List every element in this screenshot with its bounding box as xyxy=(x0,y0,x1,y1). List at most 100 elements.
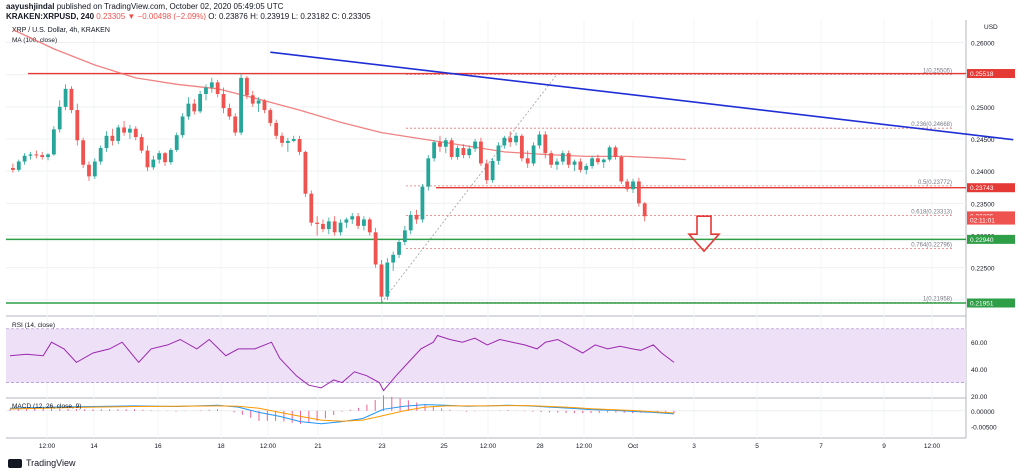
candle-body xyxy=(28,154,33,156)
candle-body xyxy=(104,135,109,149)
candle-body xyxy=(221,93,226,109)
candle-body xyxy=(321,223,325,230)
chart-title: XRP / U.S. Dollar, 4h, KRAKEN xyxy=(12,27,110,34)
candle-body xyxy=(198,93,203,112)
candle-body xyxy=(274,122,279,136)
time-tick-label: 12:00 xyxy=(39,443,56,450)
macd-tick-label: -0.00500 xyxy=(971,424,997,431)
fib-level-label: 0.5(0.23772) xyxy=(918,180,952,186)
rsi-tick-label: 60.00 xyxy=(971,340,988,347)
candle-body xyxy=(303,151,308,194)
candle-body xyxy=(145,150,150,168)
candle-body xyxy=(560,153,565,162)
candle-body xyxy=(268,110,273,123)
down-arrow-icon xyxy=(687,215,721,253)
candle-body xyxy=(204,87,208,94)
candle-body xyxy=(209,82,214,88)
candle-body xyxy=(508,137,513,143)
candle-body xyxy=(16,161,21,170)
candle-body xyxy=(613,147,618,158)
candle-body xyxy=(531,145,536,164)
candle-body xyxy=(625,181,630,190)
candle-body xyxy=(245,77,249,96)
candle-body xyxy=(642,203,647,217)
fib-level-label: 0.618(0.23313) xyxy=(911,209,952,215)
time-tick-label: 12:00 xyxy=(576,443,593,450)
symbol-line: KRAKEN:XRPUSD, 240 xyxy=(6,12,95,21)
candle-body xyxy=(584,166,589,170)
candle-body xyxy=(116,127,121,141)
price-axis-badge xyxy=(967,298,1015,308)
candle-body xyxy=(449,140,454,158)
rsi-band xyxy=(6,328,966,383)
candle-body xyxy=(549,153,554,165)
candle-body xyxy=(578,161,583,170)
candle-body xyxy=(163,153,167,163)
candle-body xyxy=(619,157,624,182)
price-tick-label: 0.24000 xyxy=(971,169,995,176)
candle-body xyxy=(525,158,530,164)
price-change: 0.23305 ▼ −0.00498 (−2.09%) xyxy=(96,12,207,21)
candle-body xyxy=(350,216,355,220)
candle-body xyxy=(128,128,132,133)
candle-body xyxy=(280,135,284,143)
candle-body xyxy=(11,167,15,170)
candle-body xyxy=(139,137,144,151)
candle-body xyxy=(566,153,571,165)
time-tick-label: 16 xyxy=(154,443,162,450)
time-tick-label: 12:00 xyxy=(480,443,497,450)
rsi-title: RSI (14, close) xyxy=(12,322,55,329)
candle-body xyxy=(92,161,97,177)
candle-body xyxy=(151,159,156,168)
chart-container: 0.260000.255000.250000.245000.240000.235… xyxy=(6,20,1018,454)
candles-group xyxy=(11,73,647,303)
time-tick-label: 28 xyxy=(536,443,544,450)
candle-body xyxy=(443,140,448,147)
candle-body xyxy=(40,155,45,158)
candle-body xyxy=(239,77,243,133)
candle-body xyxy=(285,140,290,143)
candle-body xyxy=(373,232,378,265)
candle-body xyxy=(46,154,50,158)
candle-body xyxy=(168,149,173,163)
candle-body xyxy=(57,106,62,130)
price-axis-badge-label: 0.21951 xyxy=(970,300,994,307)
candle-body xyxy=(262,100,267,111)
time-tick-label: 7 xyxy=(819,443,823,450)
candle-body xyxy=(484,163,489,181)
candle-body xyxy=(326,221,331,230)
chart-svg[interactable]: 0.260000.255000.250000.245000.240000.235… xyxy=(6,20,1018,454)
price-axis-badge-label: 0.23743 xyxy=(970,185,994,192)
candle-body xyxy=(420,186,425,220)
candle-body xyxy=(379,264,384,297)
sma-line xyxy=(12,29,686,161)
candle-body xyxy=(356,216,360,226)
time-tick-label: 3 xyxy=(692,443,696,450)
candle-body xyxy=(519,135,524,159)
ohlc-values: O: 0.23876 H: 0.23919 L: 0.23182 C: 0.23… xyxy=(208,12,371,21)
candle-body xyxy=(122,127,126,133)
candle-body xyxy=(572,161,577,165)
candle-body xyxy=(502,137,507,146)
candle-body xyxy=(490,160,495,181)
time-tick-label: 9 xyxy=(882,443,886,450)
candle-body xyxy=(192,103,197,112)
candle-body xyxy=(110,135,115,141)
price-tick-label: 0.22500 xyxy=(971,266,995,273)
price-tick-label: 0.26000 xyxy=(971,41,995,48)
candle-body xyxy=(555,161,559,165)
author-name: aayushjindal xyxy=(6,2,55,11)
candle-body xyxy=(590,158,594,167)
price-axis-badge xyxy=(967,234,1015,244)
fib-level-label: 1(0.25505) xyxy=(923,68,952,74)
candle-body xyxy=(426,158,431,187)
candle-body xyxy=(180,116,185,136)
candle-body xyxy=(397,241,401,255)
candle-body xyxy=(537,134,542,146)
price-axis-badge xyxy=(967,183,1015,193)
candle-body xyxy=(63,88,68,107)
candle-body xyxy=(233,116,238,133)
candle-body xyxy=(344,219,349,223)
candle-body xyxy=(479,141,483,164)
candle-body xyxy=(256,100,261,104)
